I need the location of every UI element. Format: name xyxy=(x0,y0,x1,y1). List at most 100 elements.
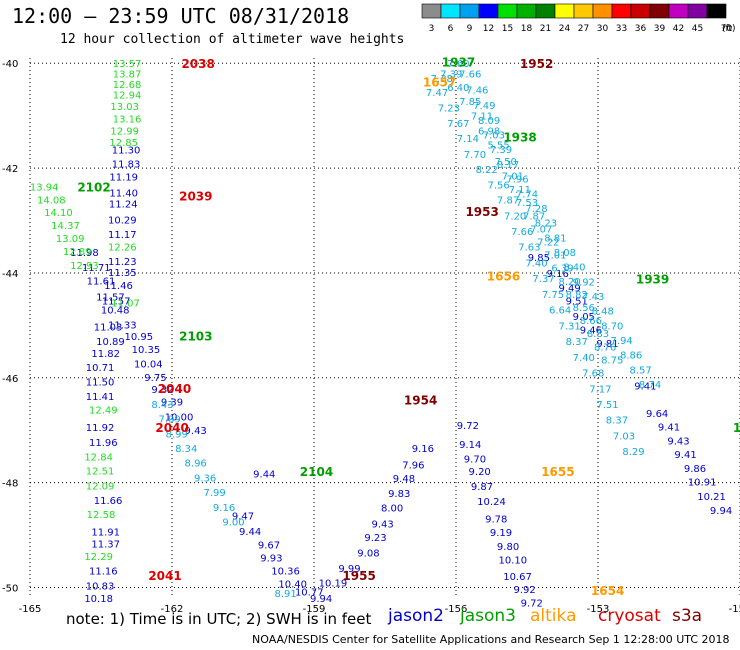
pass-time-label: 1938 xyxy=(503,131,536,145)
note-text: note: 1) Time is in UTC; 2) SWH is in fe… xyxy=(66,610,372,628)
swh-value-label: 8.96 xyxy=(185,459,207,470)
swh-value-label: 5.55 xyxy=(487,141,509,152)
swh-value-label: 10.40 xyxy=(278,579,307,590)
swh-value-label: 9.20 xyxy=(469,467,491,478)
swh-value-label: 6.40 xyxy=(447,83,469,94)
swh-value-label: 9.48 xyxy=(393,474,415,485)
swh-value-label: 7.87 xyxy=(523,211,545,222)
swh-value-label: 9.41 xyxy=(634,382,656,393)
swh-value-label: 11.03 xyxy=(94,322,123,333)
swh-value-label: 11.83 xyxy=(112,159,141,170)
swh-value-label: 7.50 xyxy=(495,157,517,168)
swh-value-label: 7.39 xyxy=(490,145,512,156)
pass-time-label: 194 xyxy=(733,421,740,435)
swh-value-label: 7.17 xyxy=(589,384,611,395)
swh-value-label: 9.99 xyxy=(338,564,360,575)
swh-value-label: 7.51 xyxy=(596,400,618,411)
colorbar-label: 45 xyxy=(692,24,703,34)
colorbar-label: 27 xyxy=(578,24,589,34)
swh-value-label: 12.51 xyxy=(86,467,115,478)
swh-value-label: 7.03 xyxy=(613,431,635,442)
swh-value-label: 8.17 xyxy=(497,160,519,171)
swh-value-label: 7.39 xyxy=(440,70,462,81)
colorbar-unit: (ft) xyxy=(722,24,736,34)
swh-value-label: 10.04 xyxy=(134,360,163,371)
y-tick-label: -44 xyxy=(2,269,18,280)
x-tick-label: -162 xyxy=(161,604,184,615)
swh-value-label: 9.70 xyxy=(464,455,486,466)
x-tick-label: -156 xyxy=(445,604,468,615)
swh-value-label: 12.26 xyxy=(108,243,137,254)
swh-value-label: 9.87 xyxy=(471,482,493,493)
swh-value-label: 8.43 xyxy=(151,400,173,411)
swh-value-label: 7.60 xyxy=(447,59,469,70)
swh-value-label: 11.35 xyxy=(108,268,137,279)
swh-value-label: 10.19 xyxy=(319,578,348,589)
pass-time-label: 2038 xyxy=(181,57,214,71)
swh-value-label: 9.49 xyxy=(558,284,580,295)
swh-value-label: 9.32 xyxy=(151,385,173,396)
y-tick-label: -42 xyxy=(2,164,18,175)
swh-value-label: 9.75 xyxy=(144,373,166,384)
swh-value-label: 9.16 xyxy=(213,503,235,514)
swh-value-label: 8.40 xyxy=(563,263,585,274)
swh-value-label: 11.57 xyxy=(102,297,131,308)
swh-value-label: 12.68 xyxy=(113,80,142,91)
swh-value-label: 10.21 xyxy=(697,492,726,503)
swh-value-label: 10.24 xyxy=(477,497,506,508)
swh-value-label: 9.94 xyxy=(710,506,732,517)
swh-value-label: 7.14 xyxy=(457,134,479,145)
swh-value-label: 10.18 xyxy=(84,594,113,605)
legend-altika: altika xyxy=(530,606,577,626)
swh-value-label: 7.03 xyxy=(483,131,505,142)
swh-value-label: 11.30 xyxy=(112,146,141,157)
swh-value-label: 9.86 xyxy=(684,464,706,475)
swh-value-label: 12.29 xyxy=(84,552,113,563)
swh-value-label: 11.71 xyxy=(82,263,111,274)
swh-value-label: 13.94 xyxy=(30,182,59,193)
swh-value-label: 7.74 xyxy=(516,189,538,200)
swh-value-label: 9.08 xyxy=(357,548,379,559)
swh-value-label: 7.20 xyxy=(504,211,526,222)
swh-value-label: 7.85 xyxy=(459,97,481,108)
colorbar-label: 6 xyxy=(448,24,454,34)
swh-value-label: 10.89 xyxy=(96,337,125,348)
swh-value-label: 13.09 xyxy=(56,234,85,245)
swh-value-label: 7.28 xyxy=(525,204,547,215)
swh-value-label: 9.93 xyxy=(260,554,282,565)
swh-value-label: 11.07 xyxy=(111,298,140,309)
swh-value-label: 12.58 xyxy=(87,510,116,521)
swh-value-label: 7.66 xyxy=(459,70,481,81)
plot-area: -165 -162 -159 -156 -153 -150 -40 -42 -44 -46 -48 -… xyxy=(2,56,740,615)
chart-title: 12:00 — 23:59 UTC 08/31/2018 xyxy=(12,4,350,28)
swh-value-label: 7.43 xyxy=(582,292,604,303)
swh-value-label: 9.92 xyxy=(573,277,595,288)
swh-value-label: 14.08 xyxy=(37,196,66,207)
swh-value-label: 11.37 xyxy=(91,539,120,550)
swh-value-label: 7.40 xyxy=(573,353,595,364)
swh-value-label: 7.11 xyxy=(471,112,493,123)
pass-time-label: 1952 xyxy=(520,57,553,71)
swh-value-label: 7.53 xyxy=(516,198,538,209)
swh-value-label: 11.41 xyxy=(86,392,115,403)
swh-value-label: 11.96 xyxy=(89,438,118,449)
swh-value-label: 7.23 xyxy=(438,103,460,114)
swh-value-label: 10.91 xyxy=(688,478,717,489)
pass-time-label: 1955 xyxy=(342,569,375,583)
colorbar-label: 36 xyxy=(635,24,647,34)
swh-value-label: 9.64 xyxy=(646,409,668,420)
x-tick-label: -165 xyxy=(19,604,42,615)
swh-value-label: 10.29 xyxy=(108,215,137,226)
swh-value-label: 7.22 xyxy=(537,237,559,248)
swh-value-label: 7.68 xyxy=(582,369,604,380)
swh-value-label: 9.14 xyxy=(459,440,481,451)
swh-value-label: 12.49 xyxy=(89,405,118,416)
pass-time-label: 1937 xyxy=(442,56,475,70)
swh-value-label: 11.57 xyxy=(96,293,125,304)
swh-value-label: 6.98 xyxy=(478,126,500,137)
footer-credit: NOAA/NESDIS Center for Satellite Applica… xyxy=(252,633,730,646)
colorbar-label: 21 xyxy=(540,24,551,34)
swh-value-label: 8.09 xyxy=(478,116,500,127)
swh-value-label: 7.67 xyxy=(447,119,469,130)
